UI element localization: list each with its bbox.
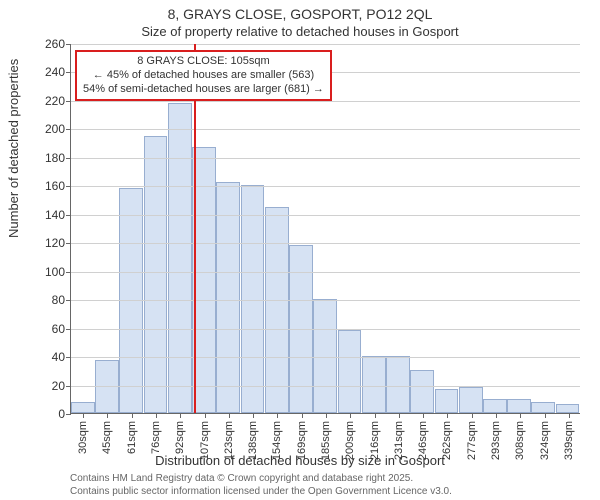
ytick-mark bbox=[66, 386, 71, 387]
xtick-mark bbox=[253, 413, 254, 418]
ytick-mark bbox=[66, 101, 71, 102]
xtick-mark bbox=[399, 413, 400, 418]
ytick-mark bbox=[66, 186, 71, 187]
plot-area: 8 GRAYS CLOSE: 105sqm← 45% of detached h… bbox=[70, 44, 580, 414]
ytick-label: 0 bbox=[58, 407, 65, 421]
histogram-bar bbox=[362, 356, 386, 413]
gridline-h bbox=[71, 158, 580, 159]
ytick-label: 120 bbox=[45, 236, 65, 250]
gridline-h bbox=[71, 272, 580, 273]
gridline-h bbox=[71, 44, 580, 45]
ytick-label: 100 bbox=[45, 265, 65, 279]
attribution-text: Contains HM Land Registry data © Crown c… bbox=[70, 473, 452, 498]
ytick-label: 180 bbox=[45, 151, 65, 165]
histogram-bar bbox=[71, 402, 95, 413]
histogram-bar bbox=[168, 103, 192, 413]
histogram-bar bbox=[483, 399, 507, 413]
attribution-line2: Contains public sector information licen… bbox=[70, 486, 452, 499]
ytick-mark bbox=[66, 44, 71, 45]
xtick-mark bbox=[277, 413, 278, 418]
xtick-mark bbox=[423, 413, 424, 418]
ytick-label: 20 bbox=[52, 379, 65, 393]
marker-callout: 8 GRAYS CLOSE: 105sqm← 45% of detached h… bbox=[75, 50, 332, 101]
ytick-label: 140 bbox=[45, 208, 65, 222]
ytick-label: 220 bbox=[45, 94, 65, 108]
xtick-mark bbox=[569, 413, 570, 418]
gridline-h bbox=[71, 300, 580, 301]
gridline-h bbox=[71, 215, 580, 216]
chart-title-line1: 8, GRAYS CLOSE, GOSPORT, PO12 2QL bbox=[0, 6, 600, 22]
y-axis-label: Number of detached properties bbox=[6, 59, 21, 238]
xtick-mark bbox=[375, 413, 376, 418]
ytick-mark bbox=[66, 129, 71, 130]
gridline-h bbox=[71, 243, 580, 244]
ytick-mark bbox=[66, 215, 71, 216]
chart-container: 8, GRAYS CLOSE, GOSPORT, PO12 2QL Size o… bbox=[0, 0, 600, 500]
ytick-mark bbox=[66, 357, 71, 358]
ytick-label: 60 bbox=[52, 322, 65, 336]
xtick-mark bbox=[180, 413, 181, 418]
gridline-h bbox=[71, 129, 580, 130]
ytick-mark bbox=[66, 329, 71, 330]
xtick-mark bbox=[302, 413, 303, 418]
histogram-bar bbox=[216, 182, 240, 413]
xtick-label: 76sqm bbox=[150, 421, 162, 454]
callout-line: 8 GRAYS CLOSE: 105sqm bbox=[83, 55, 324, 69]
callout-line: 54% of semi-detached houses are larger (… bbox=[83, 83, 324, 97]
callout-line: ← 45% of detached houses are smaller (56… bbox=[83, 69, 324, 83]
histogram-bar bbox=[556, 404, 580, 413]
histogram-bar bbox=[459, 387, 483, 413]
histogram-bar bbox=[95, 360, 119, 413]
histogram-bar bbox=[265, 207, 289, 413]
xtick-label: 30sqm bbox=[77, 421, 89, 454]
attribution-line1: Contains HM Land Registry data © Crown c… bbox=[70, 473, 452, 486]
xtick-mark bbox=[326, 413, 327, 418]
xtick-mark bbox=[107, 413, 108, 418]
xtick-mark bbox=[472, 413, 473, 418]
histogram-bar bbox=[435, 389, 459, 413]
xtick-mark bbox=[83, 413, 84, 418]
ytick-label: 200 bbox=[45, 122, 65, 136]
gridline-h bbox=[71, 386, 580, 387]
histogram-bar bbox=[410, 370, 434, 413]
ytick-mark bbox=[66, 300, 71, 301]
xtick-mark bbox=[545, 413, 546, 418]
ytick-label: 160 bbox=[45, 179, 65, 193]
xtick-mark bbox=[447, 413, 448, 418]
xtick-mark bbox=[350, 413, 351, 418]
ytick-mark bbox=[66, 272, 71, 273]
gridline-h bbox=[71, 186, 580, 187]
xtick-mark bbox=[496, 413, 497, 418]
ytick-mark bbox=[66, 158, 71, 159]
histogram-bar bbox=[507, 399, 531, 413]
xtick-mark bbox=[205, 413, 206, 418]
ytick-label: 260 bbox=[45, 37, 65, 51]
ytick-label: 240 bbox=[45, 65, 65, 79]
histogram-bar bbox=[531, 402, 555, 413]
ytick-label: 40 bbox=[52, 350, 65, 364]
xtick-mark bbox=[132, 413, 133, 418]
gridline-h bbox=[71, 329, 580, 330]
xtick-label: 45sqm bbox=[101, 421, 113, 454]
ytick-mark bbox=[66, 414, 71, 415]
ytick-mark bbox=[66, 72, 71, 73]
x-axis-label: Distribution of detached houses by size … bbox=[0, 453, 600, 468]
xtick-mark bbox=[520, 413, 521, 418]
xtick-mark bbox=[229, 413, 230, 418]
xtick-label: 92sqm bbox=[174, 421, 186, 454]
xtick-mark bbox=[156, 413, 157, 418]
chart-title-line2: Size of property relative to detached ho… bbox=[0, 24, 600, 39]
histogram-bar bbox=[338, 330, 362, 413]
xtick-label: 61sqm bbox=[126, 421, 138, 454]
ytick-mark bbox=[66, 243, 71, 244]
histogram-bar bbox=[386, 356, 410, 413]
ytick-label: 80 bbox=[52, 293, 65, 307]
gridline-h bbox=[71, 357, 580, 358]
histogram-bar bbox=[144, 136, 168, 414]
